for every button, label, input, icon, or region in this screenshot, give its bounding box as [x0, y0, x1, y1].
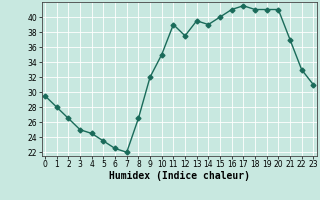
- X-axis label: Humidex (Indice chaleur): Humidex (Indice chaleur): [109, 171, 250, 181]
